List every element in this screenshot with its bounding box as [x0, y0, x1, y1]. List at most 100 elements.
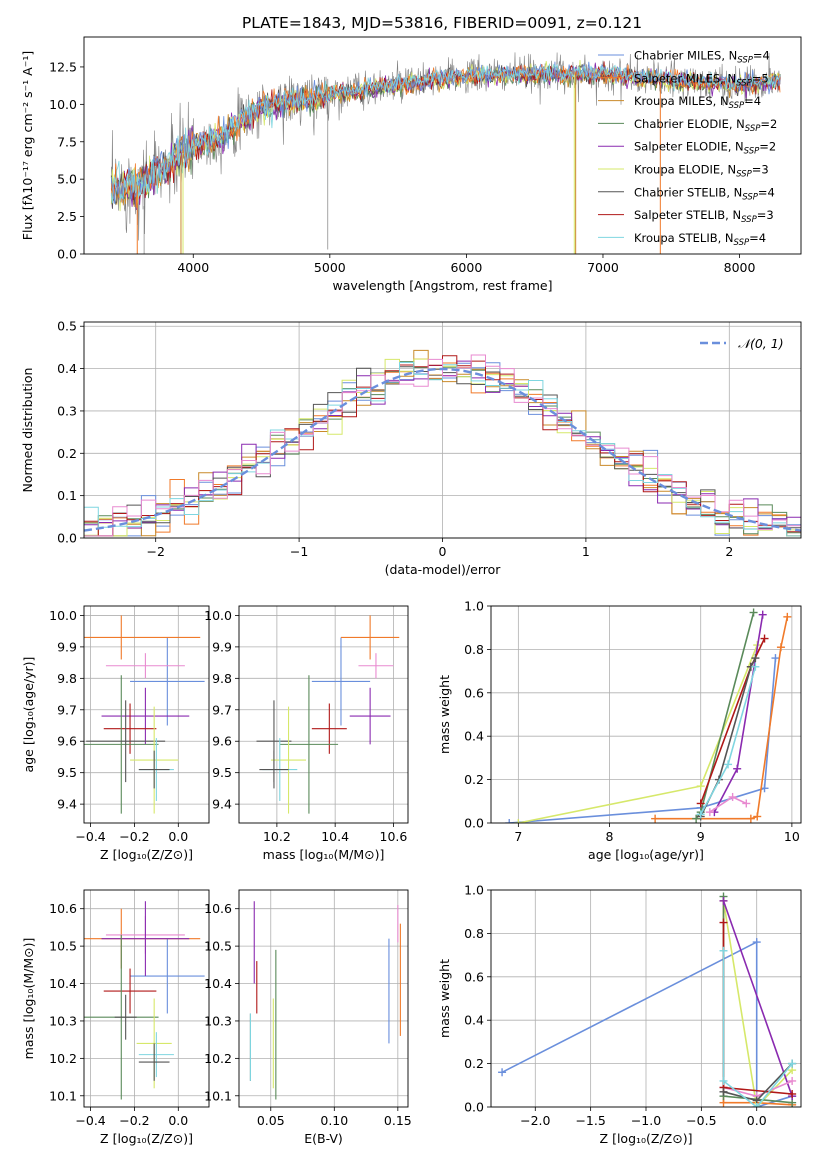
legend-entry-count: =4: [749, 231, 766, 245]
residuals-axes: −2 −1 0 1 2 0.0 0.1 0.2 0.3 0.4 0.5 (data-model)/er…: [20, 319, 802, 577]
mass-weight-marker: [719, 946, 728, 955]
grid-lines: [239, 606, 408, 823]
y-tick-label: 0.0: [464, 1100, 484, 1115]
legend-entry-name: Chabrier MILES, N: [634, 49, 737, 63]
grid-lines: [84, 606, 209, 823]
mass-weight-marker: [719, 918, 728, 927]
axis-ticks: 4000 5000 6000 7000 8000 0.0 2.5 5.0 7.5 10.0 12.5…: [20, 51, 755, 293]
y-axis-label: Flux [fλ10⁻¹⁷ erg cm⁻² s⁻¹ A⁻¹]: [20, 51, 35, 240]
spectrum-model-line: [110, 63, 781, 204]
x-tick-label: −0.5: [686, 1113, 716, 1128]
error-bar-marker: [138, 750, 170, 789]
plot-area: [249, 901, 401, 1100]
mass-weight-marker: [788, 1059, 797, 1068]
mass-weight-marker: [696, 782, 705, 791]
error-bar-marker: [349, 687, 391, 745]
y-tick-label: 0.2: [464, 772, 484, 787]
legend-entry-count: =4: [744, 94, 761, 108]
axis-ticks: 7 8 9 10 0.0 0.2 0.4 0.6 0.8 1.0 age [log₁₀(age/yr…: [437, 599, 800, 863]
y-tick-label: 9.6: [57, 734, 77, 749]
x-axis-label: wavelength [Angstrom, rest frame]: [332, 278, 552, 293]
grid-lines: [84, 890, 209, 1107]
error-bar-marker: [311, 637, 371, 726]
gaussian-curve: [84, 367, 801, 532]
y-tick-label: 1.0: [464, 883, 484, 898]
y-tick-label: 9.7: [212, 702, 232, 717]
x-tick-label: 10: [784, 829, 800, 844]
y-tick-label: 10.3: [204, 1013, 232, 1028]
x-tick-label: 0.0: [168, 1113, 188, 1128]
mass-vs-metallicity-axes: −0.4 −0.2 0.0 10.1 10.2 10.3 10.4 10.5 10.6 Z [lo…: [21, 889, 210, 1146]
y-tick-label: 0.6: [464, 969, 484, 984]
mass-weight-marker: [733, 764, 742, 773]
mass-weight-marker: [783, 612, 792, 621]
axes-frame: [490, 605, 802, 824]
error-bar-marker: [84, 615, 201, 660]
legend-entry-subscript: SSP: [736, 170, 752, 180]
x-axis-label: (data-model)/error: [385, 562, 502, 577]
age-vs-mass-axes: 10.2 10.4 10.6 9.4 9.5 9.6 9.7 9.8 9.9 10.0 mass […: [204, 605, 409, 862]
y-tick-label: 10.5: [49, 939, 77, 954]
error-bar-marker: [138, 1043, 170, 1081]
legend-entry-subscript: SSP: [736, 78, 752, 88]
y-tick-label: 10.4: [49, 976, 77, 991]
mass-weight-marker: [752, 1103, 761, 1107]
error-bar-marker: [84, 675, 159, 814]
x-tick-label: 4000: [177, 260, 209, 275]
legend-entry-subscript: SSP: [745, 124, 761, 134]
legend-entry: Kroupa ELODIE, NSSP=3: [634, 163, 769, 180]
legend-entry: 𝒩(0, 1): [738, 336, 784, 351]
x-tick-label: 0.15: [384, 1113, 412, 1128]
axis-ticks: −2 −1 0 1 2 0.0 0.1 0.2 0.3 0.4 0.5 (data-model)/er…: [20, 319, 733, 577]
legend-entry-subscript: SSP: [744, 147, 760, 157]
y-tick-label: 10.0: [204, 608, 232, 623]
x-tick-label: −1.0: [631, 1113, 661, 1128]
x-tick-label: −1: [290, 544, 308, 559]
legend-entry-count: =2: [760, 117, 777, 131]
error-bar-marker: [138, 1032, 174, 1078]
error-bar-marker: [86, 700, 166, 783]
x-tick-label: 1: [582, 544, 590, 559]
x-tick-label: 10.4: [321, 829, 349, 844]
mass-weight-marker: [788, 1089, 797, 1098]
axis-ticks: −0.4 −0.2 0.0 9.4 9.5 9.6 9.7 9.8 9.9 10.0 Z [log₁…: [21, 608, 193, 862]
y-tick-label: 9.9: [212, 639, 232, 654]
legend-entry-name: Kroupa ELODIE, N: [634, 163, 736, 177]
y-tick-label: 0.0: [57, 531, 77, 546]
weight-vs-age-axes: 7 8 9 10 0.0 0.2 0.4 0.6 0.8 1.0 age [log₁₀(age/yr…: [437, 599, 802, 863]
mass-weight-marker: [751, 654, 760, 663]
y-axis-label: mass weight: [437, 959, 452, 1038]
y-tick-label: 0.0: [57, 247, 77, 262]
y-tick-label: 9.9: [57, 639, 77, 654]
y-axis-label: mass weight: [437, 675, 452, 754]
x-tick-label: −1.5: [575, 1113, 605, 1128]
mass-weight-marker: [751, 662, 760, 671]
x-tick-label: −2.0: [520, 1113, 550, 1128]
mass-weight-marker: [749, 608, 758, 617]
spectrum-axes: 4000 5000 6000 7000 8000 0.0 2.5 5.0 7.5 10.0 12.5…: [20, 36, 802, 293]
mass-vs-ebv-axes: 0.05 0.10 0.15 10.1 10.2 10.3 10.4 10.5 10.6 E(B-…: [204, 889, 412, 1146]
mass-weight-marker: [498, 1068, 507, 1077]
y-tick-label: 9.7: [57, 702, 77, 717]
x-tick-label: 0.0: [747, 1113, 767, 1128]
y-tick-label: 0.2: [57, 446, 77, 461]
mass-weight-marker: [758, 610, 767, 619]
y-axis-label: mass [log₁₀(M/M⊙)]: [21, 938, 36, 1060]
mass-weight-marker: [728, 792, 737, 801]
legend-entry: Kroupa MILES, NSSP=4: [634, 94, 761, 111]
mass-weight-marker: [788, 1076, 797, 1085]
y-tick-label: 0.8: [464, 926, 484, 941]
plot-area: [84, 901, 205, 1100]
mass-weight-marker: [742, 799, 751, 808]
spectrum-title: PLATE=1843, MJD=53816, FIBERID=0091, z=0…: [242, 14, 642, 32]
legend-entry: Kroupa STELIB, NSSP=4: [634, 231, 766, 248]
y-tick-label: 9.8: [212, 671, 232, 686]
plot-area: [110, 52, 781, 254]
legend-entry: Salpeter STELIB, NSSP=3: [634, 208, 774, 225]
legend-entry-subscript: SSP: [742, 192, 758, 202]
error-bar-marker: [101, 901, 190, 977]
y-tick-label: 10.5: [204, 939, 232, 954]
x-tick-label: 8: [606, 829, 614, 844]
mass-weight-marker: [724, 760, 733, 769]
legend-entry-name: Kroupa MILES, N: [634, 94, 729, 108]
